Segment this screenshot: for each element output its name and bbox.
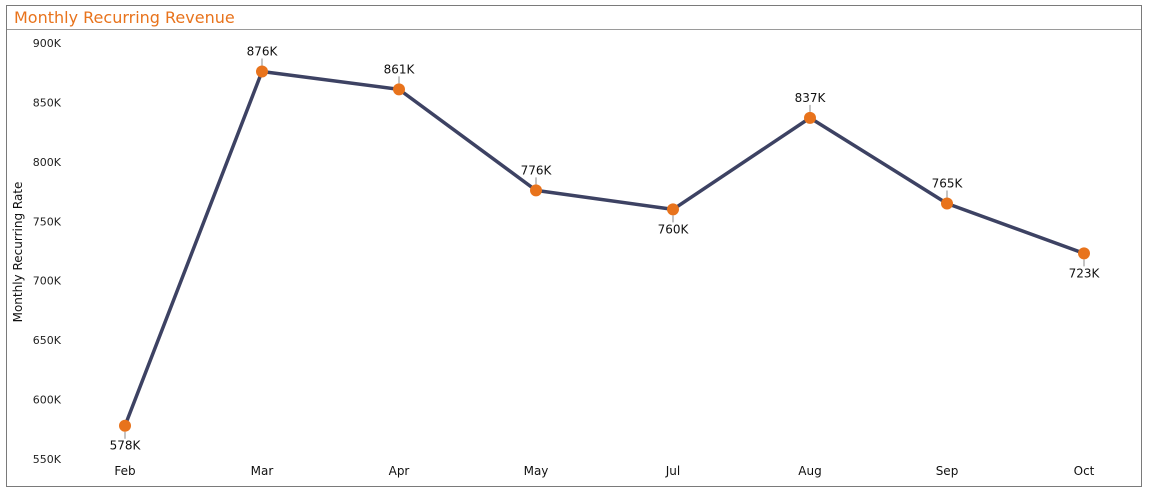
data-label: 876K (247, 45, 279, 59)
data-label: 776K (521, 163, 553, 177)
title-bar: Monthly Recurring Revenue (7, 6, 1141, 30)
x-tick-label: Oct (1074, 464, 1095, 478)
y-tick-label: 550K (33, 453, 62, 466)
data-point (393, 83, 405, 96)
x-tick-label: Feb (114, 464, 135, 478)
x-tick-label: Apr (389, 464, 410, 478)
y-tick-label: 850K (33, 96, 62, 109)
y-axis-label: Monthly Recurring Rate (11, 182, 25, 323)
y-tick-label: 650K (33, 334, 62, 347)
data-label: 578K (110, 439, 142, 453)
series-line (123, 69, 1086, 428)
chart-title: Monthly Recurring Revenue (14, 8, 235, 27)
data-point (530, 184, 542, 197)
data-point (804, 111, 816, 124)
data-label: 723K (1069, 266, 1101, 280)
data-point (941, 197, 953, 210)
data-label: 861K (384, 62, 416, 76)
data-label: 760K (658, 222, 690, 236)
data-point (119, 419, 131, 432)
y-tick-label: 600K (33, 394, 62, 407)
data-label: 765K (932, 176, 964, 190)
y-tick-label: 750K (33, 215, 62, 228)
x-tick-label: May (524, 464, 549, 478)
x-tick-label: Sep (936, 464, 959, 478)
data-point (256, 65, 268, 78)
y-tick-label: 900K (33, 37, 62, 50)
x-tick-label: Aug (798, 464, 821, 478)
y-tick-label: 700K (33, 275, 62, 288)
x-tick-label: Mar (251, 464, 274, 478)
y-tick-label: 800K (33, 156, 62, 169)
data-point (1078, 247, 1090, 260)
data-label: 837K (795, 91, 827, 105)
x-tick-label: Jul (665, 464, 680, 478)
data-point (667, 203, 679, 216)
